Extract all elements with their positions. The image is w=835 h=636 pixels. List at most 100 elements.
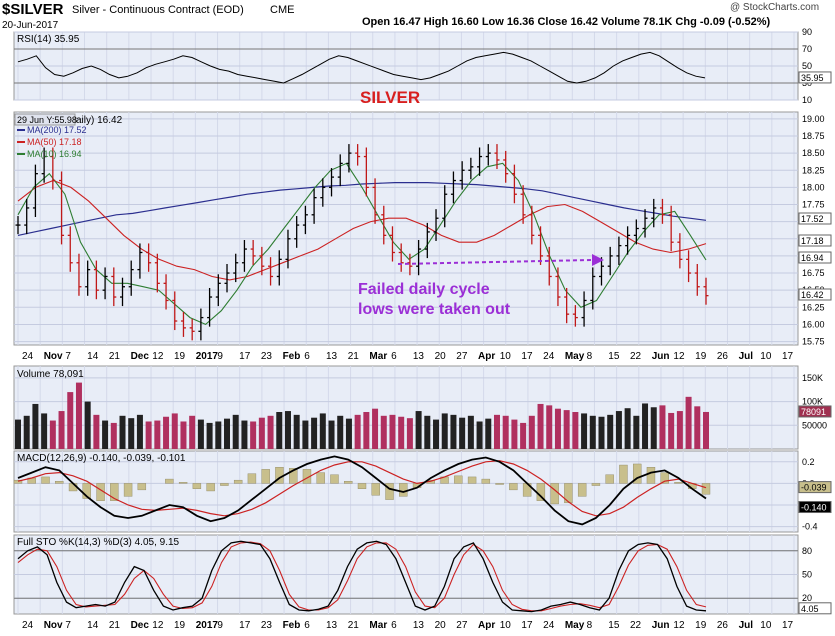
volume-bar	[319, 413, 326, 449]
date-axis-label: Jul	[739, 351, 754, 362]
macd-histogram-bar	[206, 483, 215, 492]
volume-bar	[284, 411, 291, 449]
volume-bar	[380, 415, 387, 449]
macd-last-value-2: -0.140	[801, 503, 827, 513]
macd-histogram-bar	[233, 479, 243, 484]
date-axis-label: 12	[152, 351, 164, 362]
price-right-label-1: 17.18	[801, 236, 824, 246]
macd-histogram-bar	[509, 483, 518, 491]
macd-histogram-bar	[577, 483, 587, 497]
price-tick-label: 18.50	[802, 148, 825, 158]
sto-last-value: 4.05	[801, 604, 819, 614]
annotation-note-line1: Failed daily cycle	[358, 281, 490, 298]
date-axis-label: 7	[65, 351, 71, 362]
date-axis-label: 6	[304, 351, 310, 362]
sto-last-value-box	[798, 602, 832, 615]
bottom-date-axis-label: 12	[152, 620, 164, 631]
volume-bar	[136, 414, 143, 449]
bottom-date-axis-label: 10	[760, 620, 772, 631]
price-tick-label: 18.00	[802, 182, 825, 192]
volume-bar	[232, 414, 239, 449]
ma-legend-label: MA(200) 17.52	[27, 125, 87, 135]
volume-bar	[41, 413, 48, 449]
rsi-line	[17, 51, 706, 84]
macd-legend: MACD(12,26,9) -0.140, -0.039, -0.101	[17, 453, 186, 464]
annotation-silver: SILVER	[360, 88, 420, 107]
price-right-label-0-box	[798, 212, 832, 225]
macd-histogram-bar	[495, 483, 504, 485]
volume-bar	[23, 415, 30, 449]
bottom-date-axis-label: Jun	[652, 620, 670, 631]
volume-bar	[328, 420, 335, 449]
macd-histogram-bar	[481, 478, 491, 484]
volume-bar	[75, 382, 82, 449]
bottom-date-axis-label: 2017	[196, 620, 219, 631]
macd-line	[17, 455, 707, 526]
volume-bar	[215, 421, 222, 449]
price-tick-label: 18.75	[802, 131, 825, 141]
bottom-date-axis-label: Dec	[131, 620, 150, 631]
date-axis-label: 14	[87, 351, 99, 362]
bottom-date-axis-label: 6	[391, 620, 397, 631]
date-axis-label: 24	[543, 351, 555, 362]
date-axis-label: 8	[587, 351, 593, 362]
bottom-date-axis-label: 24	[22, 620, 34, 631]
bottom-date-axis-label: 20	[435, 620, 447, 631]
sto-tick-label: 80	[802, 546, 812, 556]
macd-histogram-bar	[289, 468, 298, 484]
date-axis-label: 21	[109, 351, 121, 362]
rsi-tick-label: 70	[802, 44, 812, 54]
bottom-date-axis-label: Nov	[44, 620, 63, 631]
date-axis-label: Apr	[478, 351, 495, 362]
macd-last-value-2-box	[798, 501, 832, 514]
macd-histogram-bar	[220, 483, 229, 486]
macd-histogram-bar	[605, 474, 614, 484]
volume-panel	[13, 365, 799, 450]
volume-bar	[267, 415, 274, 449]
macd-histogram-bar	[82, 483, 92, 499]
date-axis-label: 9	[217, 351, 223, 362]
volume-bar	[441, 413, 448, 449]
macd-histogram-bar	[454, 475, 463, 484]
bottom-date-axis-label: 10	[500, 620, 512, 631]
bottom-date-axis-label: 17	[239, 620, 251, 631]
bottom-date-axis-label: 22	[630, 620, 642, 631]
overlay-label: 29 Jun Y:55.98	[17, 115, 77, 125]
bottom-date-axis-label: Feb	[283, 620, 301, 631]
chart-description: Silver - Continuous Contract (EOD)	[72, 4, 244, 16]
volume-bar	[354, 414, 361, 449]
volume-tick-label: 150K	[802, 373, 823, 383]
date-axis-label: 10	[760, 351, 772, 362]
volume-bar	[67, 392, 74, 449]
volume-bar	[276, 412, 283, 449]
bottom-date-axis-label: 9	[217, 620, 223, 631]
volume-bar	[345, 418, 352, 449]
chart-symbol: $SILVER	[2, 1, 64, 18]
volume-bar	[615, 411, 622, 449]
bottom-date-axis-label: Apr	[478, 620, 495, 631]
sto-tick-label: 50	[802, 570, 812, 580]
date-axis-label: 13	[326, 351, 338, 362]
volume-bar	[206, 422, 213, 449]
volume-bar	[624, 408, 631, 449]
bottom-date-axis-label: 17	[782, 620, 794, 631]
annotation-dashed-arrow	[397, 259, 593, 265]
date-axis-label: 26	[717, 351, 729, 362]
volume-bar	[128, 418, 135, 449]
ma-legend-label: MA(50) 17.18	[27, 137, 82, 147]
volume-bar	[363, 412, 370, 449]
bottom-date-axis-label: Mar	[369, 620, 387, 631]
macd-histogram-bar	[633, 463, 642, 484]
macd-histogram-bar	[646, 467, 656, 484]
volume-bar	[650, 407, 657, 449]
date-axis-label: 27	[456, 351, 468, 362]
annotation-note-line2: lows were taken out	[358, 301, 511, 318]
bottom-date-axis-label: May	[565, 620, 585, 631]
sto-legend: Full STO %K(14,3) %D(3) 4.05, 9.15	[17, 537, 180, 548]
volume-bar	[311, 417, 318, 449]
macd-histogram-bar	[550, 483, 559, 505]
volume-bar	[528, 415, 535, 449]
bottom-date-axis-label: 23	[261, 620, 273, 631]
date-axis-label: 19	[174, 351, 186, 362]
